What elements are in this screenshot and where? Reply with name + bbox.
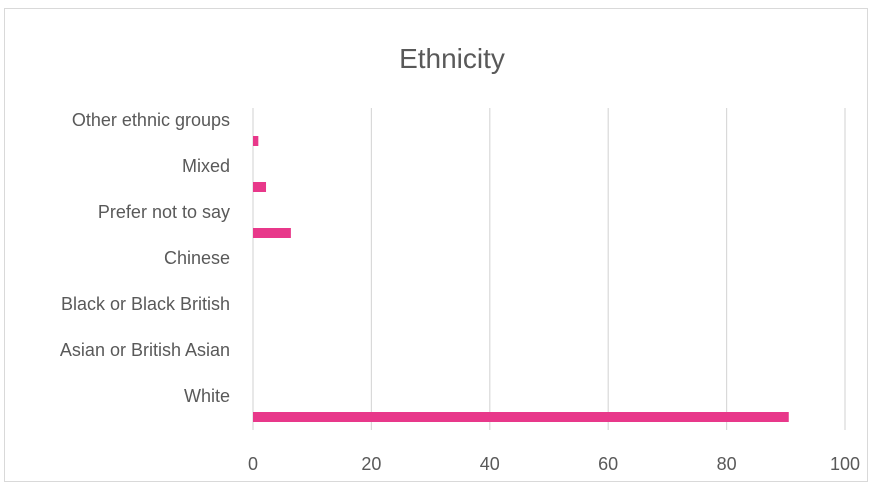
category-label: Black or Black British bbox=[61, 294, 230, 314]
bar bbox=[253, 228, 291, 238]
category-labels: White Asian or British Asian Black or Blac… bbox=[60, 110, 230, 406]
x-tick-label: 0 bbox=[248, 454, 258, 474]
category-label: Other ethnic groups bbox=[72, 110, 230, 130]
bar bbox=[253, 182, 267, 192]
bar bbox=[253, 412, 789, 422]
category-label: Asian or British Asian bbox=[60, 340, 230, 360]
x-tick-label: 80 bbox=[717, 454, 737, 474]
chart-title: Ethnicity bbox=[399, 43, 505, 74]
category-label: White bbox=[184, 386, 230, 406]
category-label: Prefer not to say bbox=[98, 202, 230, 222]
x-tick-label: 40 bbox=[480, 454, 500, 474]
x-tick-label: 100 bbox=[830, 454, 860, 474]
x-tick-labels: 0 20 40 60 80 100 bbox=[248, 454, 860, 474]
chart-frame bbox=[4, 8, 868, 482]
bars bbox=[253, 136, 789, 422]
category-label: Chinese bbox=[164, 248, 230, 268]
x-tick-label: 20 bbox=[361, 454, 381, 474]
category-label: Mixed bbox=[182, 156, 230, 176]
x-tick-label: 60 bbox=[598, 454, 618, 474]
bar bbox=[253, 136, 259, 146]
gridlines bbox=[252, 108, 846, 430]
